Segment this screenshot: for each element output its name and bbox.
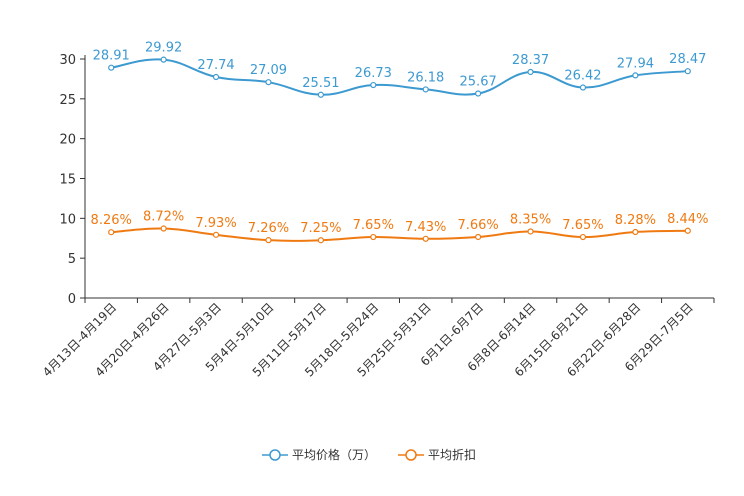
legend-discount-label: 平均折扣: [428, 447, 476, 462]
data-label-discount: 7.66%: [457, 218, 498, 233]
data-label-discount: 8.72%: [143, 210, 184, 225]
data-point-price[interactable]: [317, 91, 324, 98]
y-tick-label: 5: [68, 252, 76, 267]
y-tick-label: 25: [59, 93, 76, 108]
data-label-discount: 7.65%: [562, 218, 603, 233]
y-tick-label: 15: [59, 173, 76, 188]
legend-item-discount[interactable]: 平均折扣: [398, 447, 476, 462]
data-label-discount: 7.65%: [353, 218, 394, 233]
data-point-price[interactable]: [265, 79, 272, 86]
data-point-discount[interactable]: [160, 225, 167, 232]
data-label-price: 28.91: [93, 49, 130, 64]
legend-price-marker: [269, 449, 281, 461]
data-label-price: 27.09: [250, 63, 287, 78]
data-point-discount[interactable]: [317, 237, 324, 244]
data-point-discount[interactable]: [370, 233, 377, 241]
y-tick-label: 20: [59, 133, 76, 148]
data-point-price[interactable]: [212, 73, 220, 81]
data-point-price[interactable]: [108, 64, 115, 71]
data-label-discount: 8.28%: [615, 213, 656, 228]
data-point-discount[interactable]: [579, 233, 587, 241]
data-label-price: 28.37: [512, 53, 549, 68]
data-label-discount: 7.93%: [195, 216, 236, 231]
data-label-price: 28.47: [669, 52, 706, 67]
y-tick-label: 10: [59, 212, 76, 227]
legend: 平均价格（万） 平均折扣: [262, 447, 476, 462]
data-point-price[interactable]: [527, 68, 534, 76]
data-point-price[interactable]: [160, 56, 167, 63]
axes: 0510152025304月13日-4月19日4月20日-4月26日4月27日-…: [40, 53, 715, 380]
data-label-price: 25.67: [460, 74, 497, 89]
data-label-discount: 8.35%: [510, 212, 551, 227]
series-line-discount: [111, 227, 688, 242]
data-label-discount: 7.43%: [405, 220, 446, 235]
data-point-discount[interactable]: [632, 228, 639, 236]
legend-price-label: 平均价格（万）: [292, 447, 376, 462]
data-point-discount[interactable]: [108, 229, 115, 236]
data-label-price: 29.92: [145, 41, 182, 56]
data-point-price[interactable]: [632, 72, 639, 79]
data-label-discount: 7.25%: [300, 221, 341, 236]
data-point-price[interactable]: [475, 90, 482, 97]
y-tick-label: 30: [59, 53, 76, 68]
data-label-price: 26.73: [355, 66, 392, 81]
data-point-price[interactable]: [579, 84, 587, 91]
series-line-price: [111, 58, 688, 96]
data-label-price: 27.94: [617, 56, 654, 71]
y-tick-label: 0: [68, 292, 76, 307]
data-label-price: 26.18: [407, 70, 444, 85]
data-label-price: 25.51: [302, 76, 339, 91]
data-label-discount: 8.26%: [91, 213, 132, 228]
data-point-discount[interactable]: [527, 228, 534, 235]
data-label-price: 27.74: [197, 58, 234, 73]
data-label-price: 26.42: [564, 69, 601, 84]
legend-item-price[interactable]: 平均价格（万）: [262, 447, 376, 462]
series-layer: 28.91 29.92 27.74 27.09 25.51 26.73 26.18 25.67…: [91, 41, 708, 244]
data-point-discount[interactable]: [475, 233, 482, 241]
data-point-discount[interactable]: [265, 237, 272, 244]
data-point-price[interactable]: [370, 81, 377, 89]
data-point-price[interactable]: [422, 86, 429, 93]
data-point-discount[interactable]: [422, 235, 429, 242]
legend-discount-marker: [405, 449, 417, 461]
data-label-discount: 8.44%: [667, 212, 708, 227]
data-label-discount: 7.26%: [248, 221, 289, 236]
data-point-price[interactable]: [684, 68, 691, 75]
data-point-discount[interactable]: [684, 227, 691, 234]
data-point-discount[interactable]: [212, 231, 220, 238]
